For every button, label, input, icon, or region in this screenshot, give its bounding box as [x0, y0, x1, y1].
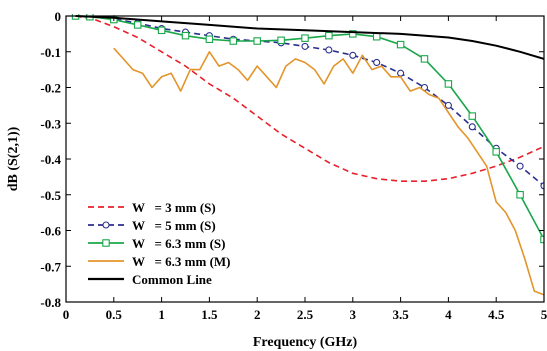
legend-marker	[102, 221, 110, 229]
legend-label: W = 6.3 mm (S)	[132, 236, 225, 251]
x-tick-label: 0.5	[106, 307, 123, 322]
data-point	[492, 148, 500, 156]
data-point	[540, 182, 544, 190]
x-tick-label: 1	[158, 307, 165, 322]
x-tick-label: 0	[63, 307, 70, 322]
series-2	[71, 14, 544, 244]
y-tick-label: -0.8	[40, 295, 61, 310]
x-axis-title: Frequency (GHz)	[253, 335, 358, 350]
data-point	[444, 80, 453, 88]
series-1	[72, 14, 544, 190]
data-point	[468, 123, 476, 131]
data-point	[229, 37, 238, 45]
data-point	[420, 55, 429, 63]
data-point	[301, 34, 309, 42]
legend-label: Common Line	[132, 272, 212, 287]
y-tick-label: -0.4	[40, 152, 61, 167]
legend-item: Common Line	[88, 272, 212, 287]
y-tick-label: -0.5	[40, 188, 61, 203]
data-point	[301, 42, 309, 50]
data-point	[253, 37, 261, 45]
series-layer	[71, 14, 544, 296]
data-point	[468, 112, 477, 120]
data-point	[372, 32, 381, 41]
data-point	[133, 21, 142, 29]
series-4	[75, 15, 544, 60]
series-0	[75, 15, 544, 182]
y-tick-label: -0.7	[40, 259, 61, 274]
data-point	[325, 31, 333, 40]
x-tick-label: 3.5	[392, 307, 409, 322]
x-tick-label: 5	[541, 307, 547, 322]
legend-label: W = 3 mm (S)	[132, 200, 216, 215]
x-tick-label: 2	[254, 307, 261, 322]
legend-item: W = 6.3 mm (M)	[88, 254, 231, 269]
data-point	[373, 58, 381, 67]
data-point	[516, 191, 524, 199]
y-tick-label: -0.2	[40, 81, 61, 96]
series-line	[75, 15, 544, 182]
data-point	[277, 36, 285, 45]
legend-item: W = 6.3 mm (S)	[88, 236, 225, 251]
series-3	[113, 47, 544, 296]
y-tick-label: -0.1	[40, 45, 61, 60]
data-point	[349, 51, 357, 59]
x-tick-label: 4.5	[488, 307, 505, 322]
legend-label: W = 5 mm (S)	[132, 218, 216, 233]
x-tick-label: 4	[445, 307, 452, 322]
y-tick-label: 0	[55, 9, 62, 24]
series-line	[113, 47, 544, 296]
series-line	[75, 15, 544, 60]
data-point	[181, 31, 190, 40]
data-point	[325, 46, 333, 54]
legend-marker	[102, 239, 110, 247]
data-point	[444, 101, 452, 109]
data-point	[349, 30, 357, 38]
ticks-layer: 0 0.5 1 1.5 2 2.5 3 3.5 4 4.5 5 0 -0.1 -0.2 -0.3 -0.4 -0…	[40, 9, 547, 322]
data-point	[397, 69, 405, 77]
x-tick-label: 2.5	[297, 307, 314, 322]
data-point	[516, 162, 524, 170]
legend-item: W = 3 mm (S)	[88, 200, 216, 215]
legend-item: W = 5 mm (S)	[88, 218, 216, 233]
legend: W = 3 mm (S) W = 5 mm (S) W = 6.3 mm (S) W …	[88, 200, 231, 287]
x-tick-label: 1.5	[201, 307, 218, 322]
data-point	[157, 26, 166, 35]
data-point	[396, 40, 405, 49]
y-tick-label: -0.6	[40, 224, 61, 239]
y-tick-label: -0.3	[40, 116, 61, 131]
x-tick-label: 3	[350, 307, 357, 322]
data-point	[205, 35, 214, 43]
y-axis-title: dB (S(2,1))	[6, 126, 21, 191]
legend-label: W = 6.3 mm (M)	[132, 254, 231, 269]
